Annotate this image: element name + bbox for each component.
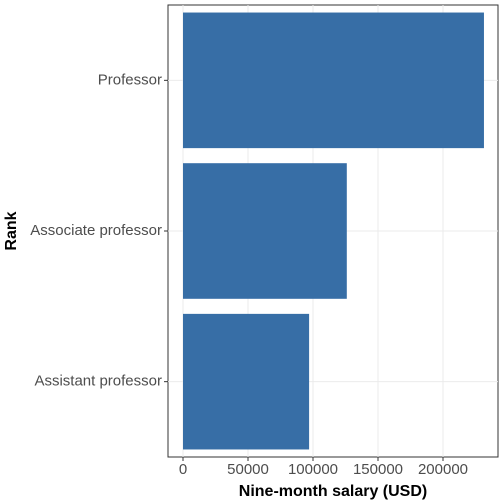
y-tick-label: Professor: [98, 71, 162, 88]
y-axis-title: Rank: [3, 211, 20, 250]
y-tick-label: Assistant professor: [34, 373, 162, 390]
y-tick-label: Associate professor: [30, 222, 162, 239]
x-tick-label: 150000: [353, 461, 403, 478]
bar: [182, 12, 484, 149]
bar: [182, 313, 310, 450]
x-tick-label: 50000: [227, 461, 269, 478]
x-tick-label: 0: [179, 461, 187, 478]
x-tick-label: 200000: [418, 461, 468, 478]
x-axis-title: Nine-month salary (USD): [239, 483, 427, 500]
x-tick-label: 100000: [288, 461, 338, 478]
bar: [182, 163, 347, 299]
